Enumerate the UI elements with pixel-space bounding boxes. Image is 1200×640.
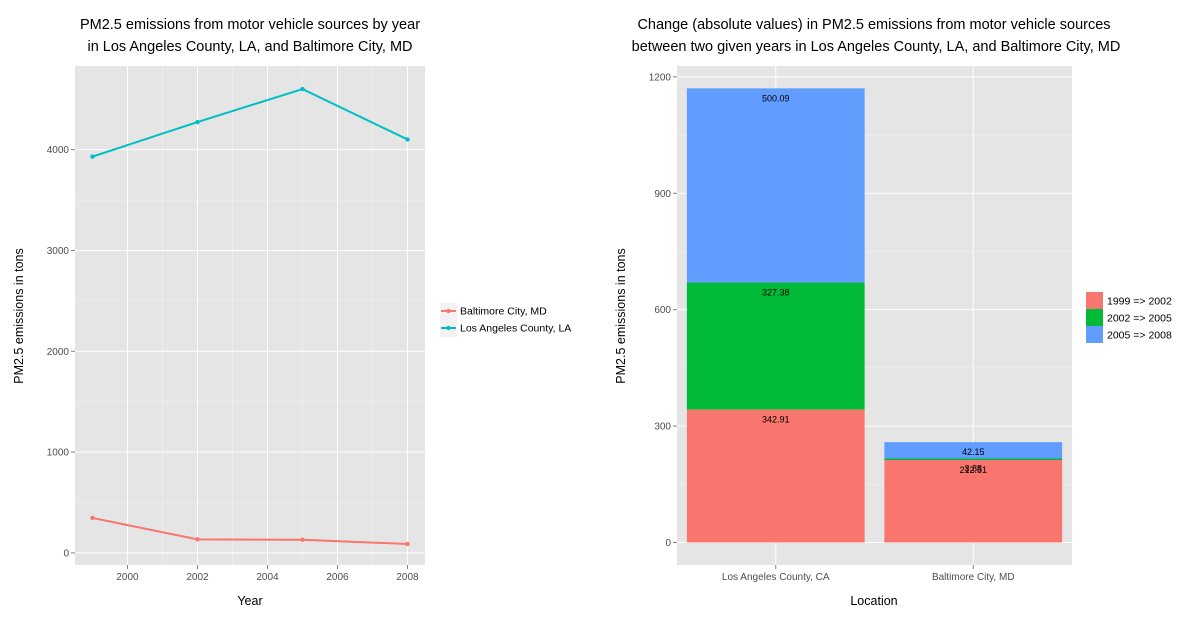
data-point-los-angeles-county-la [405,137,410,142]
bar-chart-x-axis-title: Location [850,594,897,608]
line-chart-y-tick-label: 3000 [47,246,70,257]
bar-chart-title-line-1: Change (absolute values) in PM2.5 emissi… [637,17,1110,33]
line-chart-x-tick-label: 2004 [256,572,279,583]
bar-chart-x-tick-label: Baltimore City, MD [932,572,1015,583]
line-chart-x-axis-title: Year [237,594,262,608]
bar-legend-label: 2005 => 2008 [1107,330,1172,342]
line-legend-label: Baltimore City, MD [460,306,547,318]
data-point-baltimore-city-md [90,515,95,521]
line-chart-x-tick-label: 2002 [186,572,209,583]
bar-segment-1999-2002 [884,460,1063,543]
bar-legend-label: 2002 => 2005 [1107,313,1172,325]
data-point-los-angeles-county-la [300,86,305,92]
bar-data-label: 42.15 [962,447,985,457]
bar-data-label: 342.91 [762,414,790,424]
line-chart-x-tick-label: 2000 [116,572,139,583]
data-point-los-angeles-county-la [195,119,200,125]
bar-chart-y-tick-label: 0 [665,538,671,549]
bar-segment-2005-2008 [686,88,865,283]
bar-segment-2002-2005 [686,282,865,410]
line-chart-y-tick-label: 2000 [47,347,70,358]
bar-data-label: 327.38 [762,287,790,297]
line-chart-x-tick-label: 2006 [326,572,349,583]
bar-chart-y-tick-label: 300 [654,422,671,433]
bar-chart-y-tick-label: 900 [654,189,671,200]
bar-segment-1999-2002 [686,409,865,543]
bar-data-label: 500.09 [762,93,790,103]
data-point-baltimore-city-md [405,541,410,547]
bar-chart-y-tick-label: 600 [654,305,671,316]
line-legend-key-point [446,325,451,331]
line-chart-y-tick-label: 4000 [47,145,70,156]
line-chart-title-line-2: in Los Angeles County, LA, and Baltimore… [87,39,412,55]
line-legend-label: Los Angeles County, LA [460,323,571,335]
line-chart-title-line-1: PM2.5 emissions from motor vehicle sourc… [80,17,420,33]
bar-chart-y-axis-title: PM2.5 emissions in tons [614,248,628,383]
data-point-baltimore-city-md [195,537,200,542]
bar-segment-2005-2008 [884,442,1063,459]
bar-data-label: 212.51 [959,465,987,475]
data-point-baltimore-city-md [300,537,305,542]
bar-data-label: 3.88 [964,464,982,474]
bar-legend-key [1086,326,1103,343]
bar-chart-x-tick-label: Los Angeles County, CA [722,572,830,583]
line-chart-x-tick-label: 2008 [396,572,419,583]
bar-segment-2002-2005 [884,458,1063,461]
line-chart-y-tick-label: 0 [63,548,69,559]
line-legend-key-point [446,308,451,314]
bar-legend-key [1086,292,1103,309]
line-chart-y-axis-title: PM2.5 emissions in tons [12,248,26,383]
bar-chart-title-line-2: between two given years in Los Angeles C… [632,39,1121,55]
bar-chart-y-tick-label: 1200 [649,72,672,83]
series-line-baltimore-city-md [92,516,408,546]
line-chart-panel [75,66,425,565]
data-point-los-angeles-county-la [90,154,95,159]
series-line-los-angeles-county-la [92,87,408,158]
line-chart-y-tick-label: 1000 [47,448,70,459]
bar-legend-key [1086,309,1103,326]
bar-legend-label: 1999 => 2002 [1107,296,1172,308]
